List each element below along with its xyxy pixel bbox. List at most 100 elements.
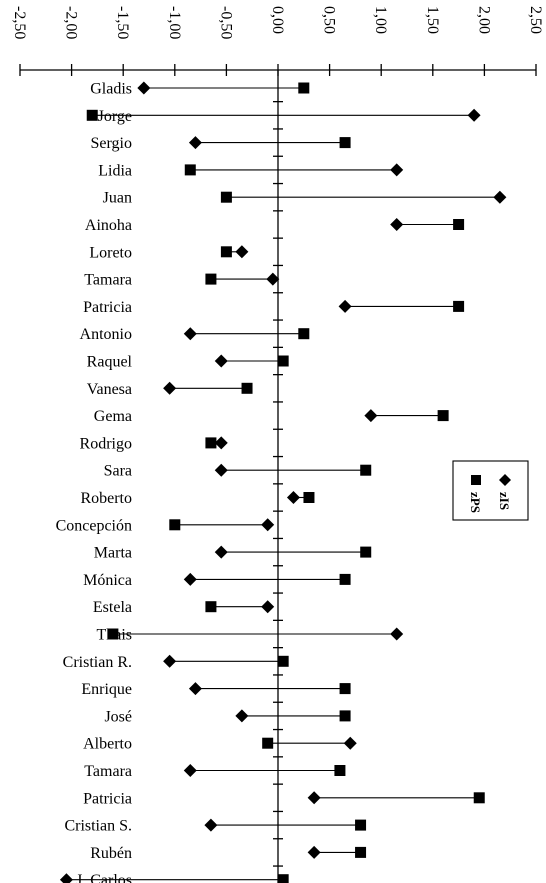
- zis-point: [266, 272, 280, 286]
- data-row: Rubén: [90, 845, 367, 862]
- data-row: Loreto: [89, 244, 249, 261]
- zis-point: [390, 627, 404, 641]
- zps-point: [334, 765, 346, 776]
- zps-point: [220, 246, 232, 258]
- zps-point: [339, 683, 351, 695]
- zps-point: [277, 874, 289, 883]
- zis-point: [183, 327, 197, 341]
- row-label: Alberto: [83, 736, 132, 753]
- zps-point: [205, 601, 217, 613]
- data-row: Raquel: [87, 354, 289, 371]
- zps-point: [303, 492, 315, 503]
- zps-point: [205, 437, 217, 449]
- row-label: Tamara: [84, 272, 132, 289]
- x-tick-label: 1,50: [424, 6, 441, 34]
- zis-point: [261, 518, 275, 532]
- data-row: Jorge: [86, 108, 481, 125]
- legend-zps-marker: [471, 475, 481, 485]
- legend-box: [452, 460, 529, 521]
- data-row: Tamara: [84, 272, 280, 289]
- zis-point: [137, 81, 151, 95]
- data-row: Juan: [103, 190, 507, 207]
- zps-point: [360, 464, 372, 476]
- data-row: Cristian S.: [64, 818, 367, 835]
- zis-point: [364, 409, 378, 423]
- data-row: Vanesa: [87, 381, 253, 398]
- data-row: Concepción: [56, 517, 275, 534]
- row-label: Rodrigo: [80, 435, 132, 452]
- zis-point: [343, 736, 357, 750]
- data-row: Sergio: [91, 135, 351, 152]
- zis-point: [390, 218, 404, 231]
- zis-point: [188, 136, 202, 150]
- zis-point: [214, 545, 228, 559]
- zis-point: [235, 709, 249, 723]
- x-tick-label: -2,00: [63, 6, 80, 39]
- data-row: Mónica: [83, 572, 351, 589]
- row-label: Rubén: [90, 845, 132, 862]
- row-label: Estela: [93, 599, 132, 616]
- row-label: José: [104, 708, 132, 725]
- row-label: Enrique: [81, 681, 132, 698]
- data-row: Gladis: [90, 81, 310, 98]
- zis-point: [467, 108, 481, 122]
- row-label: Sergio: [91, 135, 132, 152]
- zis-point: [59, 873, 73, 883]
- row-label: Gema: [94, 408, 132, 425]
- row-label: Lidia: [98, 162, 132, 179]
- zis-point: [214, 354, 228, 368]
- zps-point: [298, 82, 310, 94]
- row-label: Cristian S.: [64, 818, 132, 835]
- data-row: Roberto: [80, 490, 315, 507]
- zps-point: [360, 546, 372, 558]
- data-row: Ainoha: [85, 217, 465, 234]
- data-row: Enrique: [81, 681, 351, 698]
- data-row: Marta: [94, 545, 372, 562]
- row-label: Vanesa: [87, 381, 132, 398]
- zis-point: [286, 491, 300, 504]
- data-row: Rodrigo: [80, 435, 228, 452]
- row-label: Ainoha: [85, 217, 132, 234]
- zps-point: [169, 519, 181, 531]
- data-row: J. Carlos: [59, 872, 289, 883]
- zis-point: [261, 600, 275, 614]
- data-row: José: [104, 708, 351, 725]
- x-tick-label: -2,50: [11, 6, 28, 39]
- zps-point: [473, 792, 485, 804]
- row-label: Antonio: [80, 326, 132, 343]
- x-tick-label: -1,50: [114, 6, 131, 39]
- zps-point: [355, 819, 367, 831]
- zps-point: [277, 355, 289, 367]
- row-label: Sara: [104, 463, 132, 480]
- data-row: Estela: [93, 599, 275, 616]
- row-label: Cristian R.: [63, 654, 132, 671]
- data-rows: Gladis Jorge Sergio Lidia Juan Ainoha Loreto Ta…: [56, 81, 507, 883]
- zis-point: [183, 764, 197, 777]
- data-row: Patricia: [83, 299, 465, 316]
- row-label: Jorge: [98, 108, 132, 125]
- data-row: Lidia: [98, 162, 404, 179]
- zps-point: [86, 109, 98, 121]
- zps-point: [277, 655, 289, 667]
- data-row: Antonio: [80, 326, 310, 343]
- x-tick-label: -0,50: [217, 6, 234, 39]
- row-label: Loreto: [89, 244, 132, 261]
- zis-point: [188, 682, 202, 696]
- zis-point: [163, 654, 177, 668]
- zero-axis: [273, 70, 283, 883]
- row-label: Marta: [94, 545, 132, 562]
- data-row: Alberto: [83, 736, 357, 753]
- zis-point: [214, 463, 228, 477]
- row-label: Mónica: [83, 572, 132, 589]
- row-label: Tamara: [84, 763, 132, 780]
- x-tick-label: 1,00: [372, 6, 389, 34]
- zis-point: [307, 791, 321, 805]
- zps-point: [220, 191, 232, 203]
- row-label: Gladis: [90, 81, 132, 98]
- zps-point: [339, 137, 351, 149]
- zps-point: [184, 164, 196, 176]
- zis-point: [390, 163, 404, 177]
- x-tick-label: 2,00: [475, 6, 492, 34]
- legend-zis-label: zIS: [497, 492, 512, 510]
